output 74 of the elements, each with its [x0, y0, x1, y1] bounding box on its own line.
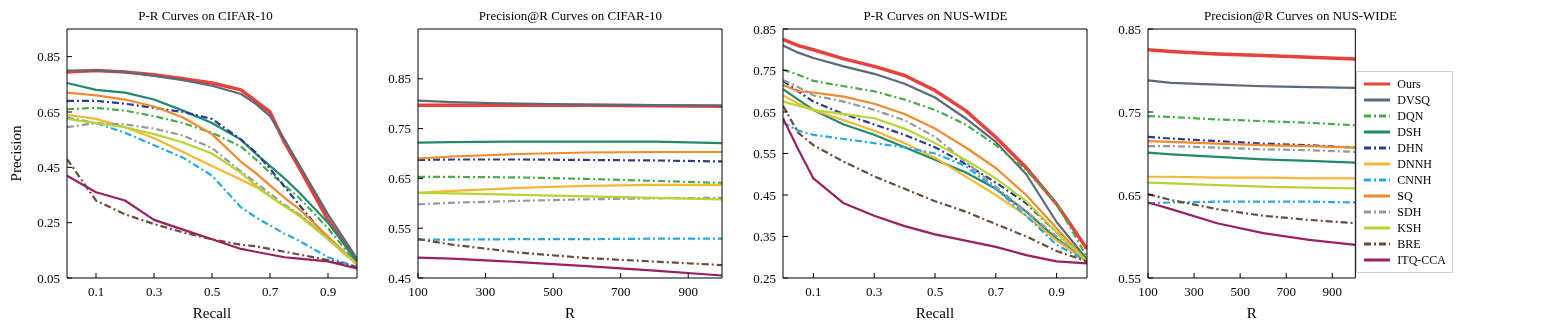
legend-label: SDH — [1397, 204, 1422, 220]
y-tick-label: 0.25 — [753, 270, 776, 286]
y-tick-label: 0.65 — [1118, 187, 1141, 203]
chart-title: Precision@R Curves on NUS-WIDE — [1203, 8, 1398, 25]
y-tick-label: 0.05 — [37, 270, 60, 286]
legend-label: DSH — [1397, 124, 1422, 140]
x-tick-label: 0.9 — [319, 284, 337, 300]
x-tick-label: 0.3 — [145, 284, 163, 300]
y-tick-label: 0.45 — [37, 159, 60, 175]
legend-label: Ours — [1397, 76, 1421, 92]
y-tick-label: 0.75 — [388, 121, 411, 137]
x-tick-label: 0.5 — [926, 284, 944, 300]
legend-label: ITQ-CCA — [1397, 252, 1446, 268]
x-tick-label: 700 — [1276, 284, 1296, 300]
y-axis-title: Precision — [8, 125, 25, 182]
y-tick-label: 0.55 — [753, 146, 776, 162]
chart-title: Precision@R Curves on CIFAR-10 — [477, 8, 664, 25]
y-tick-label: 0.65 — [388, 171, 411, 187]
legend-label: DQN — [1397, 108, 1424, 124]
line-series — [67, 174, 357, 270]
y-tick-label: 0.55 — [1118, 270, 1141, 286]
chart-title: P-R Curves on NUS-WIDE — [862, 8, 1009, 25]
y-tick-label: 0.75 — [1118, 104, 1141, 120]
x-axis-title: Recall — [915, 305, 955, 321]
x-axis-title: R — [564, 305, 576, 321]
x-axis-title: R — [1246, 305, 1257, 321]
line-series — [1148, 48, 1356, 61]
legend-label: SQ — [1397, 188, 1413, 204]
line-series — [418, 196, 722, 206]
line-series — [1148, 193, 1356, 225]
y-tick-label: 0.85 — [388, 71, 411, 87]
x-tick-label: 100 — [1138, 284, 1158, 300]
legend-label: DNNH — [1397, 156, 1432, 172]
y-tick-label: 0.45 — [753, 187, 776, 203]
legend-label: CNNH — [1397, 172, 1432, 188]
line-series — [1148, 201, 1356, 246]
x-tick-label: 0.1 — [87, 284, 105, 300]
legend-label: DHN — [1397, 140, 1424, 156]
chart-title: P-R Curves on CIFAR-10 — [137, 8, 274, 25]
x-tick-label: 500 — [1230, 284, 1250, 300]
line-series — [1148, 139, 1356, 149]
x-tick-label: 0.1 — [805, 284, 822, 300]
y-tick-label: 0.65 — [37, 104, 60, 120]
y-tick-label: 0.55 — [388, 220, 411, 236]
y-tick-label: 0.85 — [37, 49, 60, 65]
x-tick-label: 900 — [1322, 284, 1343, 300]
legend-label: BRE — [1397, 236, 1421, 252]
x-tick-label: 0.7 — [261, 284, 279, 300]
line-series — [1148, 115, 1356, 127]
y-tick-label: 0.65 — [753, 104, 776, 120]
x-tick-label: 100 — [408, 284, 428, 300]
x-tick-label: 0.9 — [1048, 284, 1065, 300]
x-tick-label: 0.3 — [866, 284, 883, 300]
y-tick-label: 0.25 — [37, 215, 60, 231]
y-tick-label: 0.75 — [753, 63, 776, 79]
x-tick-label: 300 — [475, 284, 496, 300]
legend-label: KSH — [1397, 220, 1422, 236]
line-series — [1148, 151, 1356, 164]
line-series — [1148, 79, 1356, 90]
x-axis-title: Recall — [192, 305, 232, 321]
line-series — [418, 238, 722, 267]
x-tick-label: 700 — [610, 284, 631, 300]
x-tick-label: 0.5 — [203, 284, 221, 300]
legend-label: DVSQ — [1397, 92, 1430, 108]
x-tick-label: 500 — [543, 284, 563, 300]
line-series — [67, 157, 357, 269]
x-tick-label: 0.7 — [987, 284, 1005, 300]
y-tick-label: 0.45 — [388, 270, 411, 286]
x-tick-label: 900 — [678, 284, 698, 300]
line-series — [418, 191, 722, 201]
x-tick-label: 300 — [1184, 284, 1204, 300]
line-series — [1148, 135, 1356, 149]
y-tick-label: 0.35 — [753, 229, 776, 245]
line-series — [418, 150, 722, 160]
